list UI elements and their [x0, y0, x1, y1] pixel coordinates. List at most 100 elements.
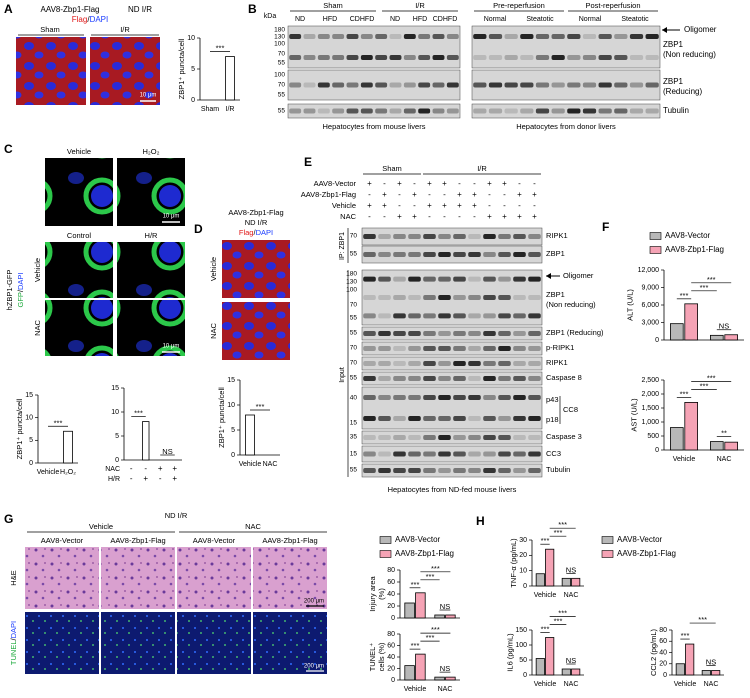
blot-band: [375, 82, 388, 88]
mw-marker: 55: [350, 251, 358, 258]
blot-band: [498, 376, 511, 381]
blot-band: [360, 108, 373, 114]
blot-band: [393, 276, 406, 282]
y-tick-label: 0: [655, 337, 659, 344]
blot-band: [408, 331, 421, 336]
blot-band: [408, 468, 421, 473]
y-tick-label: 0: [115, 457, 119, 464]
blot-band: [363, 295, 376, 300]
blot-band: [378, 313, 391, 319]
blot-band: [317, 55, 330, 60]
mw-marker: 180: [346, 271, 357, 278]
blot-band: [528, 295, 541, 300]
scale-label: 10 μm: [163, 214, 180, 220]
blot-band: [483, 451, 496, 457]
stain-label: Flag/DAPI: [72, 15, 108, 24]
row-label: H&E: [9, 570, 18, 585]
sign: +: [367, 179, 372, 188]
blot-band: [483, 416, 496, 421]
y-tick-label: 10: [187, 35, 195, 42]
blot-band: [408, 313, 421, 319]
y-tick-label: 60: [387, 642, 395, 649]
bar: [701, 670, 711, 676]
blot-band: [408, 234, 421, 239]
blot-band: [423, 451, 436, 457]
y-tick-label: 10: [519, 568, 527, 575]
bar: [142, 421, 150, 461]
y-tick-label: 5: [191, 66, 195, 73]
sign: -: [413, 179, 416, 188]
footer: Hepatocytes from mouse livers: [323, 122, 426, 131]
blot-band: [438, 451, 451, 457]
blot-band: [551, 82, 565, 88]
treatment-label: AAV8-Zbp1-Flag: [301, 190, 356, 199]
blot-band: [378, 468, 391, 473]
sign: +: [532, 212, 537, 221]
blot-band: [423, 376, 436, 381]
blot-band: [408, 416, 421, 421]
blot-band: [423, 361, 436, 366]
bar: [404, 602, 415, 619]
blot: [361, 386, 543, 430]
significance-label: ***: [541, 624, 550, 633]
blot-band: [614, 34, 628, 39]
blot-band: [498, 346, 511, 351]
blot-band: [446, 108, 459, 114]
y-tick-label: 5: [115, 433, 119, 440]
blot-label: (Reducing): [663, 87, 702, 96]
blot-band: [438, 234, 451, 239]
y-tick-label: 10: [25, 415, 33, 422]
blot-band: [423, 295, 436, 300]
blot-band: [535, 34, 550, 39]
blot-band: [346, 108, 359, 114]
blot-band: [393, 468, 406, 473]
blot: [361, 341, 543, 356]
blot-band: [528, 435, 541, 440]
y-tick-label: 15: [111, 385, 119, 392]
micrograph: [222, 302, 290, 360]
y-axis-label: AST (U/L): [629, 398, 638, 432]
blot-band: [453, 361, 466, 366]
sign: -: [443, 212, 446, 221]
blot-band: [363, 313, 376, 319]
y-tick-label: 10: [227, 402, 235, 409]
y-tick-label: 60: [659, 638, 667, 645]
blot-band: [504, 55, 518, 60]
micrograph: [45, 242, 113, 298]
blot-label: Caspase 8: [546, 373, 582, 382]
row-label: NAC: [209, 323, 218, 339]
significance-label: NS: [440, 664, 450, 673]
blot-band: [408, 451, 421, 457]
blot-band: [513, 331, 526, 336]
blot-band: [418, 82, 431, 88]
bar: [684, 401, 698, 451]
bar: [685, 643, 695, 676]
sign: +: [382, 201, 387, 210]
blot-band: [498, 252, 511, 257]
blot-band: [453, 416, 466, 421]
blot-band: [483, 395, 496, 400]
bar: [445, 614, 456, 619]
blot-label: RIPK1: [546, 358, 568, 367]
sign: +: [427, 179, 432, 188]
blot-band: [645, 55, 659, 60]
sign: +: [412, 212, 417, 221]
sign: +: [502, 179, 507, 188]
blot-band: [363, 376, 376, 381]
blot-band: [483, 376, 496, 381]
bar: [571, 668, 581, 676]
blot-band: [423, 331, 436, 336]
blot-band: [317, 108, 330, 114]
micrograph: [253, 547, 327, 609]
group-label: Pre-reperfusion: [493, 1, 545, 10]
blot-band: [483, 295, 496, 300]
significance-label: NS: [566, 656, 576, 665]
blot-band: [567, 55, 581, 60]
blot-band: [363, 361, 376, 366]
y-axis-label: CCL2 (pg/mL): [649, 628, 658, 676]
blot-band: [468, 276, 481, 282]
significance-label: NS: [719, 322, 729, 331]
blot-band: [535, 55, 550, 60]
y-tick-label: 0: [655, 447, 659, 454]
blot-band: [378, 435, 391, 440]
